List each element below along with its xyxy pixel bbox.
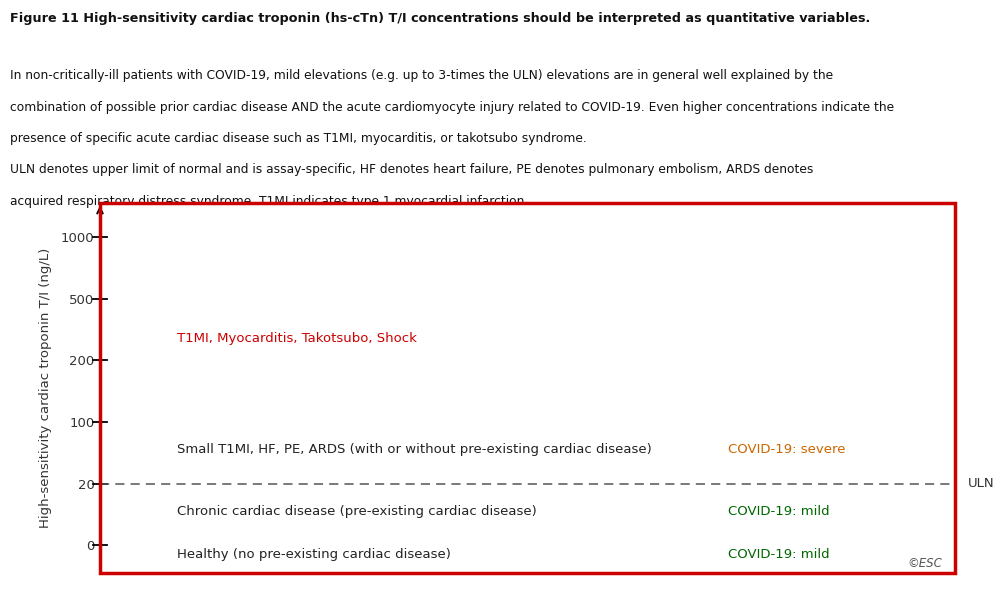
Text: COVID-19: severe: COVID-19: severe: [728, 443, 846, 456]
Text: presence of specific acute cardiac disease such as T1MI, myocarditis, or takotsu: presence of specific acute cardiac disea…: [10, 132, 587, 145]
Text: Figure 11 High-sensitivity cardiac troponin (hs-cTn) T/I concentrations should b: Figure 11 High-sensitivity cardiac tropo…: [10, 12, 870, 25]
Text: Healthy (no pre-existing cardiac disease): Healthy (no pre-existing cardiac disease…: [177, 548, 451, 561]
Bar: [100, 203, 955, 573]
Text: T1MI, Myocarditis, Takotsubo, Shock: T1MI, Myocarditis, Takotsubo, Shock: [177, 332, 417, 345]
Text: ©ESC: ©ESC: [907, 557, 942, 570]
Text: ULN: ULN: [968, 477, 994, 490]
Text: Small T1MI, HF, PE, ARDS (with or without pre-existing cardiac disease): Small T1MI, HF, PE, ARDS (with or withou…: [177, 443, 652, 456]
Text: In non-critically-ill patients with COVID-19, mild elevations (e.g. up to 3-time: In non-critically-ill patients with COVI…: [10, 69, 833, 82]
Text: combination of possible prior cardiac disease AND the acute cardiomyocyte injury: combination of possible prior cardiac di…: [10, 100, 894, 113]
Y-axis label: High-sensitivity cardiac troponin T/I (ng/L): High-sensitivity cardiac troponin T/I (n…: [39, 248, 52, 528]
Text: COVID-19: mild: COVID-19: mild: [728, 548, 830, 561]
Text: ULN denotes upper limit of normal and is assay-specific, HF denotes heart failur: ULN denotes upper limit of normal and is…: [10, 163, 813, 176]
Text: acquired respiratory distress syndrome, T1MI indicates type 1 myocardial infarct: acquired respiratory distress syndrome, …: [10, 195, 528, 208]
Text: COVID-19: mild: COVID-19: mild: [728, 505, 830, 518]
Text: Chronic cardiac disease (pre-existing cardiac disease): Chronic cardiac disease (pre-existing ca…: [177, 505, 537, 518]
